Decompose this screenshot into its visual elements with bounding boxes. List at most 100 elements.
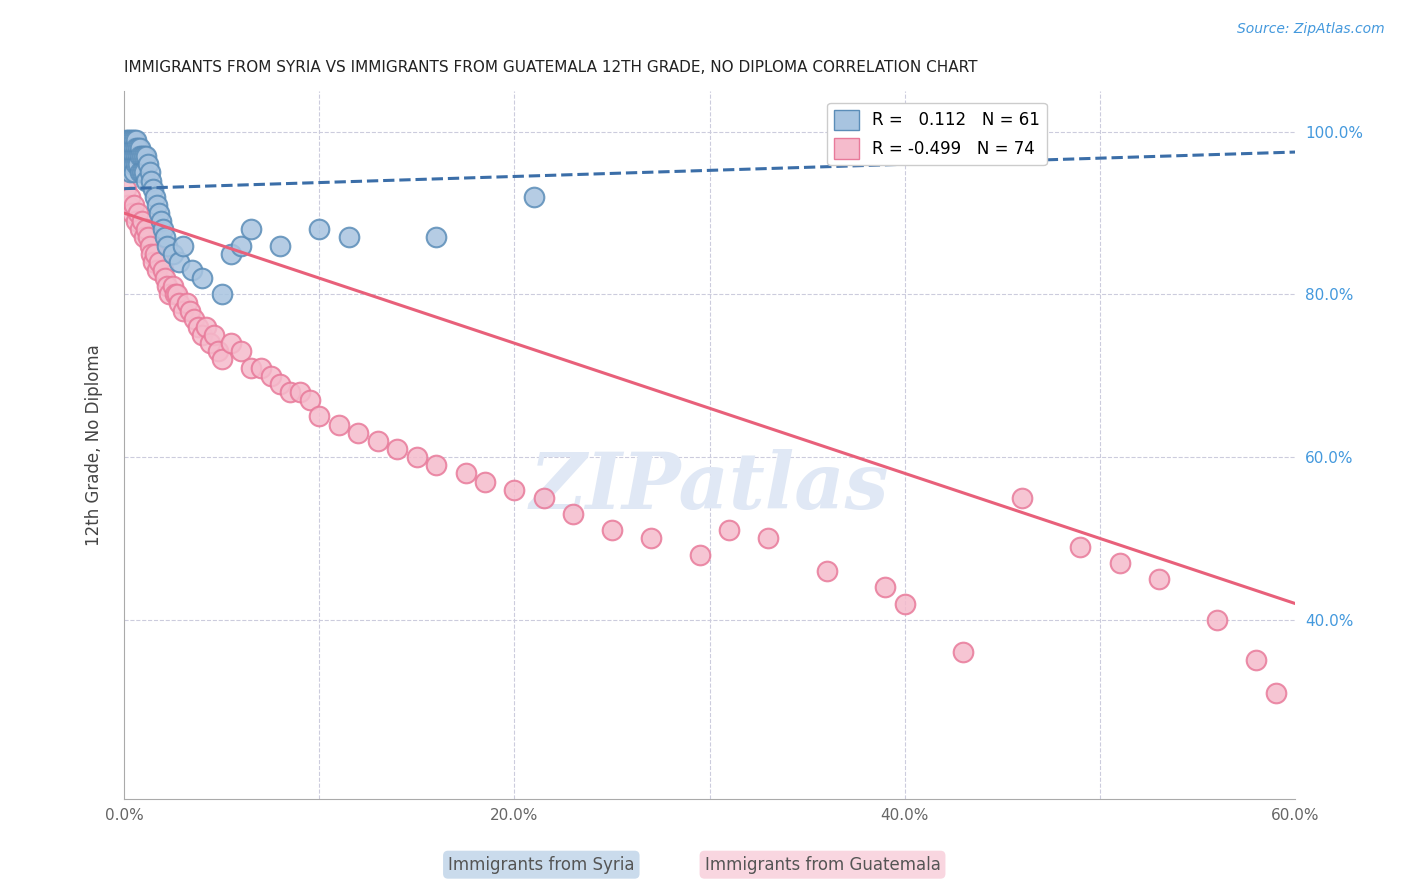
Point — [347, 425, 370, 440]
Point — [231, 344, 253, 359]
Text: Immigrants from Guatemala: Immigrants from Guatemala — [704, 855, 941, 873]
Point — [875, 580, 897, 594]
Point — [166, 287, 188, 301]
Point — [125, 157, 148, 171]
Point — [128, 222, 150, 236]
Point — [172, 303, 194, 318]
Point — [337, 230, 360, 244]
Point — [231, 238, 253, 252]
Point — [135, 173, 157, 187]
Point — [454, 467, 477, 481]
Point — [269, 376, 291, 391]
Point — [1011, 491, 1033, 505]
Point — [308, 409, 330, 424]
Point — [148, 206, 170, 220]
Point — [117, 133, 139, 147]
Point — [141, 246, 163, 260]
Point — [118, 165, 141, 179]
Point — [269, 238, 291, 252]
Point — [600, 524, 623, 538]
Point — [117, 198, 139, 212]
Point — [191, 328, 214, 343]
Point — [152, 263, 174, 277]
Point — [179, 303, 201, 318]
Point — [132, 230, 155, 244]
Point — [249, 360, 271, 375]
Point — [167, 295, 190, 310]
Point — [240, 222, 263, 236]
Point — [894, 597, 917, 611]
Point — [202, 328, 225, 343]
Point — [117, 157, 139, 171]
Point — [121, 141, 143, 155]
Point — [163, 287, 186, 301]
Point — [153, 230, 176, 244]
Point — [122, 149, 145, 163]
Point — [172, 238, 194, 252]
Point — [718, 524, 741, 538]
Point — [1147, 572, 1170, 586]
Point — [115, 133, 138, 147]
Point — [278, 384, 301, 399]
Point — [131, 165, 153, 179]
Point — [125, 149, 148, 163]
Point — [136, 157, 159, 171]
Point — [122, 157, 145, 171]
Point — [115, 149, 138, 163]
Point — [142, 182, 165, 196]
Point — [135, 222, 157, 236]
Point — [815, 564, 838, 578]
Point — [128, 165, 150, 179]
Point — [136, 230, 159, 244]
Point — [122, 165, 145, 179]
Y-axis label: 12th Grade, No Diploma: 12th Grade, No Diploma — [86, 344, 103, 546]
Point — [138, 165, 160, 179]
Point — [176, 295, 198, 310]
Point — [207, 344, 229, 359]
Point — [128, 149, 150, 163]
Point — [1244, 653, 1267, 667]
Point — [117, 141, 139, 155]
Point — [474, 475, 496, 489]
Point — [689, 548, 711, 562]
Point — [127, 149, 149, 163]
Point — [162, 246, 184, 260]
Point — [198, 336, 221, 351]
Point — [132, 149, 155, 163]
Point — [115, 182, 138, 196]
Point — [952, 645, 974, 659]
Point — [259, 368, 281, 383]
Point — [127, 157, 149, 171]
Point — [195, 320, 218, 334]
Point — [308, 222, 330, 236]
Point — [221, 336, 243, 351]
Point — [125, 133, 148, 147]
Point — [135, 149, 157, 163]
Point — [131, 149, 153, 163]
Point — [211, 352, 233, 367]
Point — [157, 287, 180, 301]
Point — [162, 279, 184, 293]
Point — [562, 507, 585, 521]
Point — [115, 157, 138, 171]
Point — [127, 206, 149, 220]
Point — [156, 279, 179, 293]
Point — [367, 434, 389, 448]
Point — [118, 149, 141, 163]
Point — [141, 173, 163, 187]
Point — [187, 320, 209, 334]
Point — [148, 255, 170, 269]
Point — [167, 255, 190, 269]
Point — [503, 483, 526, 497]
Point — [125, 141, 148, 155]
Point — [1108, 556, 1130, 570]
Point — [121, 157, 143, 171]
Point — [127, 141, 149, 155]
Point — [1069, 540, 1091, 554]
Text: IMMIGRANTS FROM SYRIA VS IMMIGRANTS FROM GUATEMALA 12TH GRADE, NO DIPLOMA CORREL: IMMIGRANTS FROM SYRIA VS IMMIGRANTS FROM… — [124, 60, 977, 75]
Point — [150, 214, 173, 228]
Point — [118, 141, 141, 155]
Point — [152, 222, 174, 236]
Point — [1206, 613, 1229, 627]
Point — [387, 442, 409, 456]
